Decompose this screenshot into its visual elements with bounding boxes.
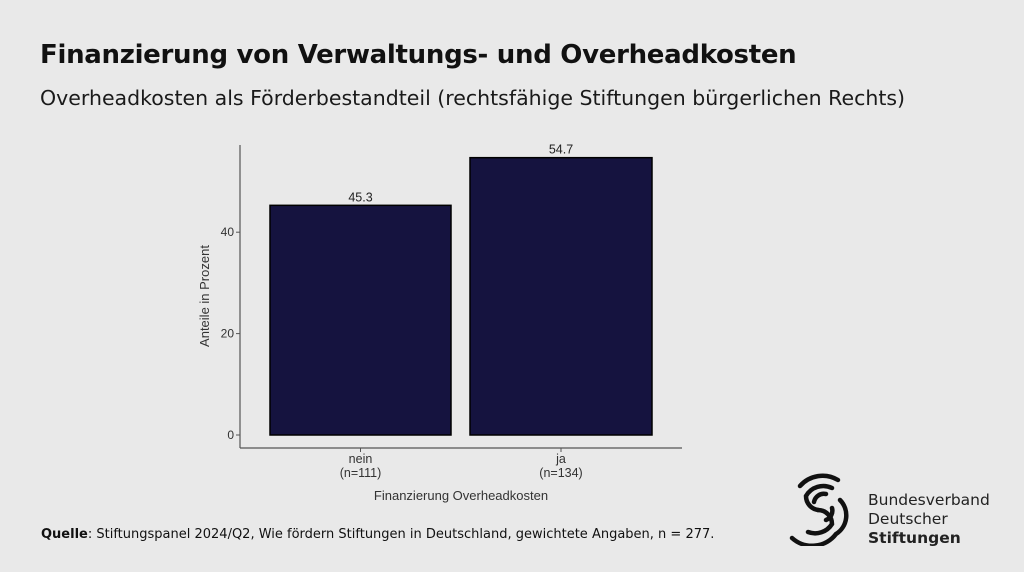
logo-line3: Stiftungen	[868, 529, 961, 547]
logo-line2: Deutscher	[868, 510, 948, 528]
source-label: Quelle	[41, 527, 88, 542]
page-title: Finanzierung von Verwaltungs- und Overhe…	[40, 40, 797, 70]
logo-text: Bundesverband Deutscher Stiftungen	[868, 491, 990, 548]
y-axis-title: Anteile in Prozent	[197, 245, 212, 347]
x-axis-title: Finanzierung Overheadkosten	[374, 488, 548, 503]
bar-0	[269, 204, 452, 436]
y-tick-label: 20	[221, 327, 235, 341]
data-label: 54.7	[549, 143, 573, 157]
logo-icon	[789, 473, 849, 546]
x-tick-label: (n=134)	[539, 466, 582, 480]
x-tick-label: ja	[555, 452, 566, 466]
x-tick-label: (n=111)	[340, 466, 382, 480]
bar-1	[469, 156, 653, 436]
x-tick-label: nein	[349, 452, 373, 466]
page-subtitle: Overheadkosten als Förderbestandteil (re…	[40, 86, 906, 110]
source-text: : Stiftungspanel 2024/Q2, Wie fördern St…	[87, 527, 715, 542]
y-tick-label: 0	[227, 428, 234, 442]
logo-line1: Bundesverband	[868, 491, 990, 509]
source-note: Quelle: Stiftungspanel 2024/Q2, Wie förd…	[41, 527, 714, 542]
data-label: 45.3	[348, 190, 372, 204]
y-tick-label: 40	[221, 225, 235, 239]
